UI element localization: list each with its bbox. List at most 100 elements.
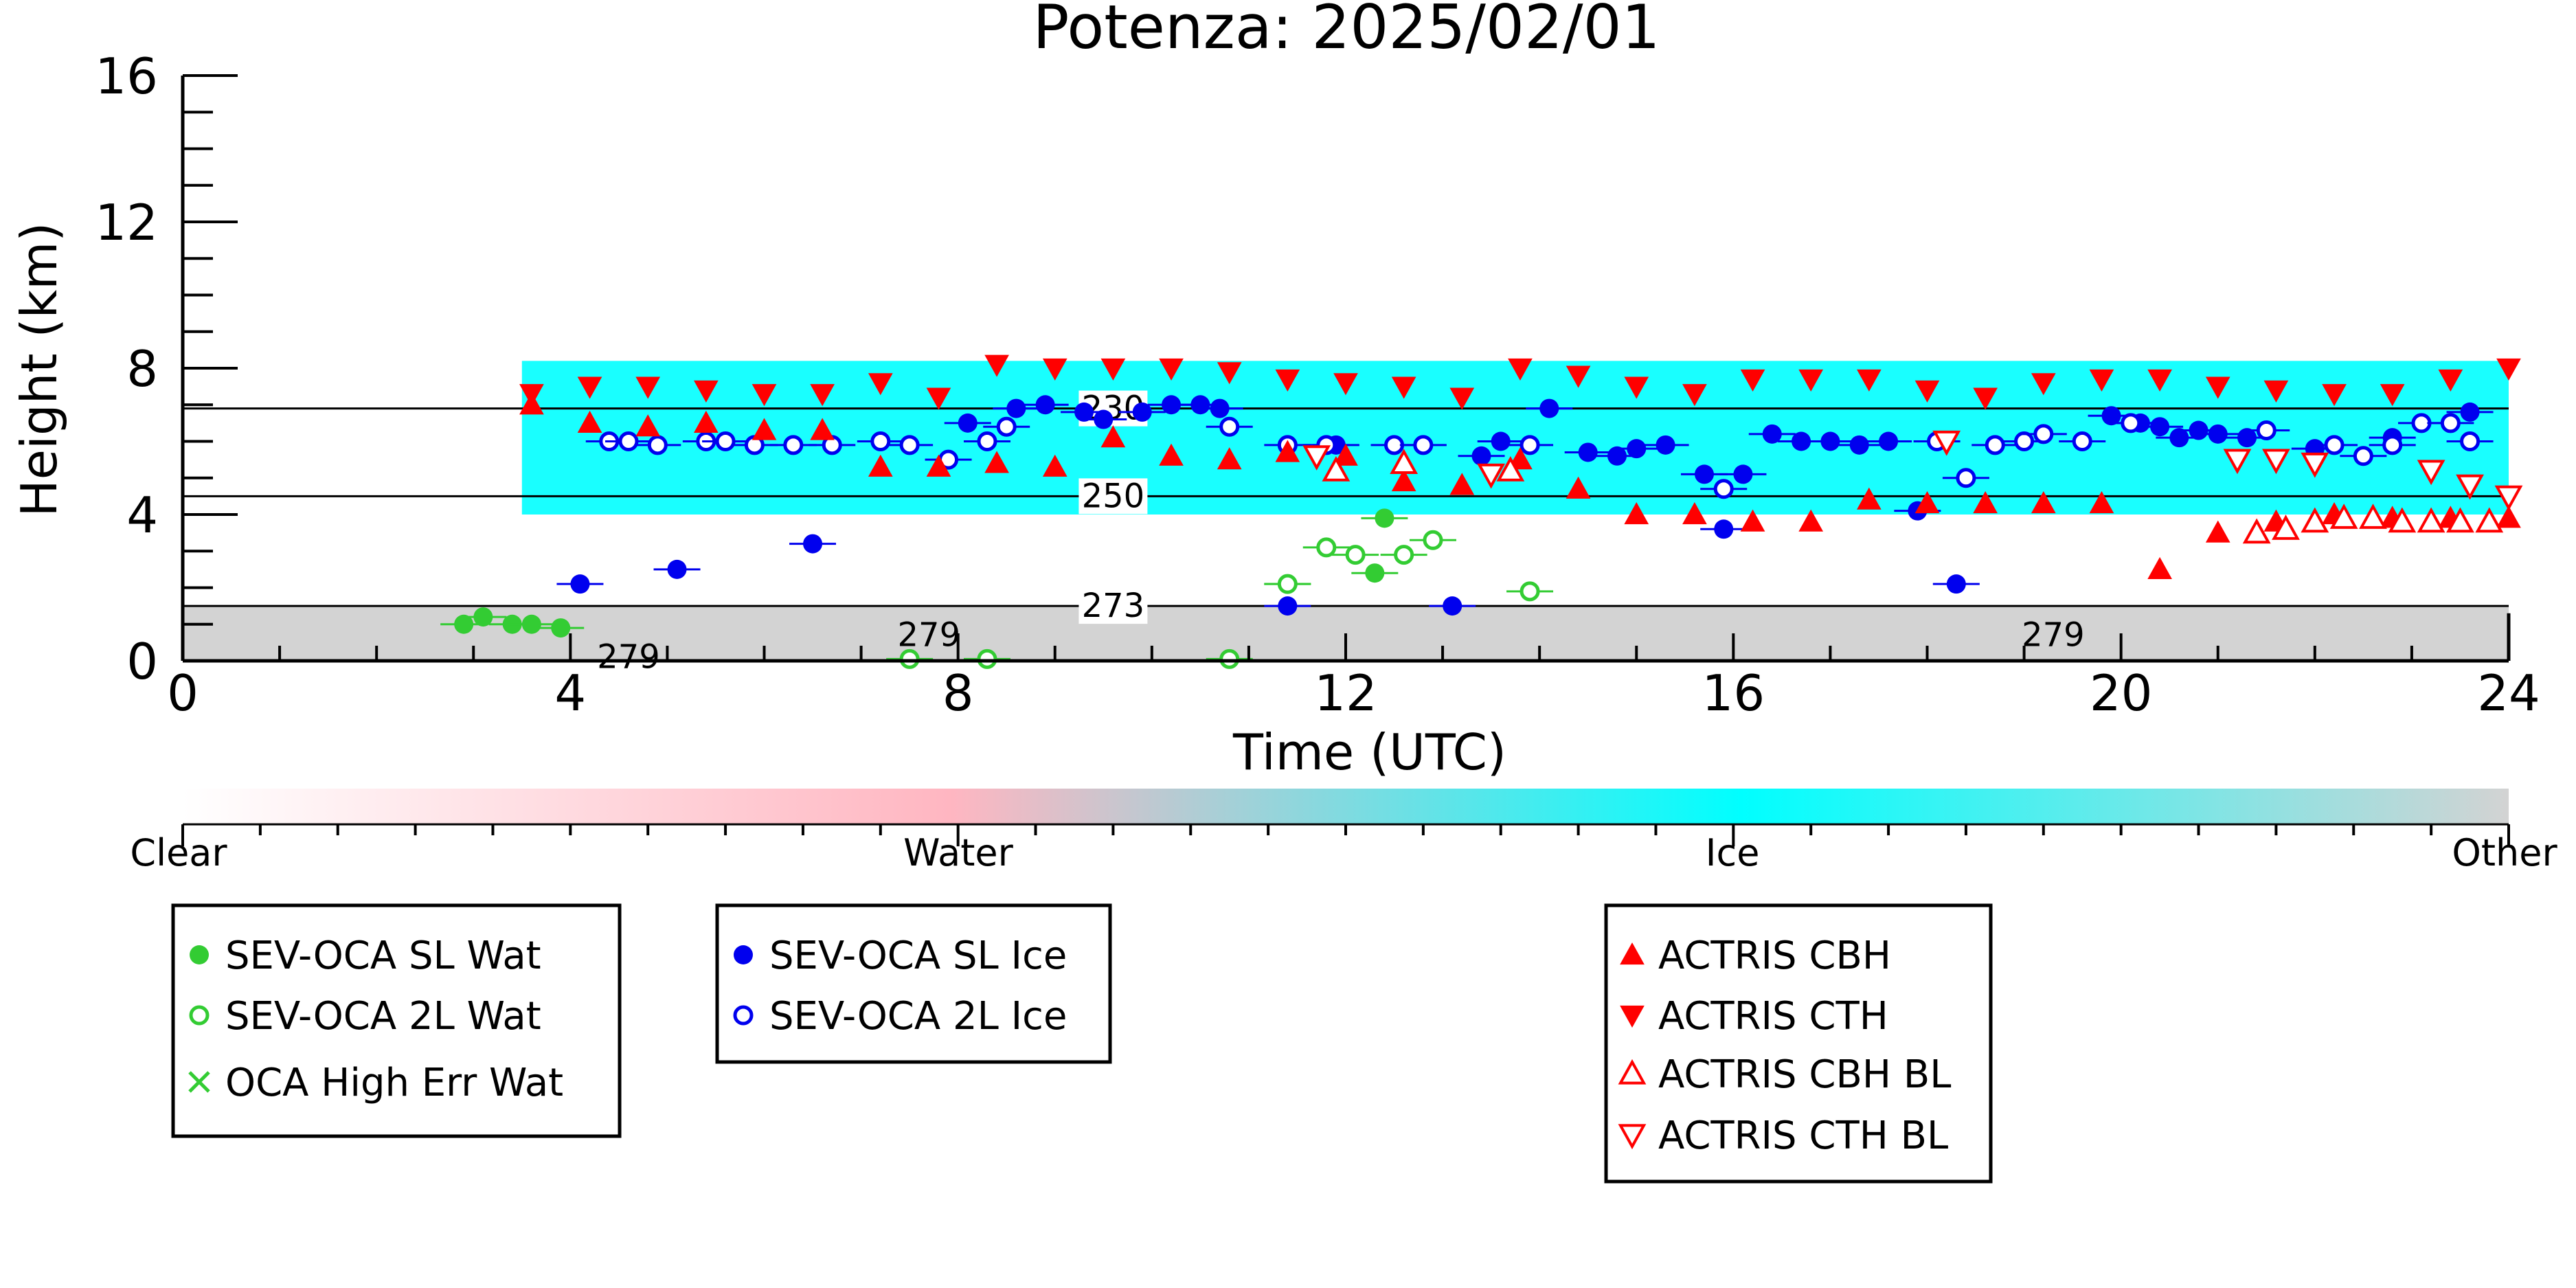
data-point-sev-oca-sl-ice [1278,596,1298,616]
data-point-actris-cbh [752,418,777,440]
legend-marker-actris-cbh [1620,942,1645,965]
data-point-actris-cth [1100,358,1126,381]
data-point-actris-cth [2031,373,2056,396]
data-point-sev-oca-sl-ice [803,534,823,554]
data-point-sev-oca-sl-wat [454,614,474,634]
legend-label-actris-cth: ACTRIS CTH [1658,994,1888,1039]
data-point-actris-cbh-bl [2242,518,2271,544]
data-point-sev-oca-2l-ice [618,431,639,451]
data-point-actris-cbh [1914,490,1940,514]
legend-marker-sev-oca-sl-ice [734,945,753,964]
data-point-sev-oca-2l-wat [1219,648,1240,669]
data-point-actris-cbh [1275,440,1300,462]
colorbar: Clear Water Ice Other [130,789,2557,874]
x-tick-label: 16 [1702,664,1765,722]
data-point-actris-cth-bl [1477,463,1506,489]
data-point-sev-oca-sl-ice [1491,431,1511,451]
colorbar-label-ice: Ice [1706,831,1760,874]
data-point-sev-oca-sl-ice [1762,424,1782,444]
data-point-sev-oca-sl-ice [1820,431,1840,451]
data-point-actris-cbh [694,410,719,433]
data-point-actris-cth [926,387,951,410]
data-point-actris-cth [1973,387,1998,410]
data-point-sev-oca-sl-ice [1471,446,1491,466]
data-point-sev-oca-2l-ice [715,431,736,451]
series-actris-cbh-bl [1322,449,2504,544]
x-tick-label: 12 [1314,664,1377,722]
legend-item-sev-oca-2l-wat: SEV-OCA 2L Wat [189,994,541,1039]
data-point-sev-oca-sl-ice [1074,402,1094,422]
data-point-sev-oca-sl-wat [473,607,493,627]
data-point-sev-oca-2l-ice [783,435,804,455]
x-tick-label: 20 [2090,664,2153,722]
data-point-actris-cbh-bl [2417,507,2445,533]
data-point-actris-cbh [1159,443,1184,466]
series-actris-cth [519,354,2521,410]
colorbar-gradient [183,789,2509,824]
data-point-sev-oca-2l-ice [2014,431,2035,451]
legend-box-ice [715,903,1112,1064]
data-point-sev-oca-2l-ice [1519,435,1540,455]
data-point-actris-cbh-bl [2301,507,2329,533]
data-point-actris-cbh [1740,509,1765,532]
data-point-sev-oca-2l-ice [2353,446,2373,466]
data-point-actris-cbh [2089,490,2114,514]
data-point-sev-oca-sl-ice [1627,439,1647,459]
data-point-sev-oca-2l-ice [2072,431,2092,451]
data-point-actris-cth [2322,384,2347,407]
data-point-actris-cth [1566,365,1591,388]
data-point-actris-cth [2263,380,2289,403]
data-point-sev-oca-sl-ice [1695,464,1715,484]
x-tick-label: 0 [167,664,199,722]
data-point-actris-cth [1217,362,1242,385]
data-point-actris-cth [519,384,544,407]
data-point-sev-oca-2l-ice [2324,435,2345,455]
legend-label-actris-cth-bl: ACTRIS CTH BL [1658,1114,1948,1158]
data-point-sev-oca-2l-ice [2121,413,2141,433]
y-tick-label: 0 [126,633,158,690]
data-point-actris-cth [1333,373,1358,396]
y-tick-label: 4 [126,486,158,544]
y-axis-label: Height (km) [10,223,68,517]
data-point-actris-cth [984,354,1009,377]
data-point-actris-cth-bl [2456,474,2484,500]
legend-marker-sev-oca-2l-ice [733,1005,754,1026]
data-point-actris-cbh-bl [2475,507,2504,533]
x-tick-label: 24 [2477,664,2540,722]
legend-marker-sev-oca-2l-wat [189,1005,210,1026]
legend-label-actris-cbh: ACTRIS CBH [1658,934,1891,978]
data-point-actris-cbh [1566,476,1591,499]
data-point-sev-oca-sl-ice [1443,596,1462,616]
data-point-actris-cth-bl [1302,445,1331,471]
data-point-actris-cbh [635,414,661,437]
legend-label-sev-oca-sl-wat: SEV-OCA SL Wat [225,934,541,978]
legend-box-water [171,903,622,1138]
data-point-actris-cbh-bl [1322,455,1351,482]
data-point-sev-oca-sl-ice [570,574,590,594]
data-point-sev-oca-sl-ice [2150,417,2170,437]
legend-item-actris-cth-bl: ACTRIS CTH BL [1618,1114,1948,1158]
data-point-sev-oca-sl-ice [2169,428,2189,448]
data-point-sev-oca-sl-ice [2208,424,2228,444]
contour-label: 279 [898,616,961,655]
data-point-sev-oca-2l-ice [1413,435,1434,455]
legend-items: SEV-OCA SL Wat SEV-OCA 2L Wat OCA High Err… [188,934,1951,1158]
data-marks [440,354,2523,669]
data-point-actris-cth [1391,376,1416,399]
data-point-sev-oca-sl-ice [2460,402,2480,422]
data-point-actris-cth-bl [2262,449,2290,475]
data-point-sev-oca-sl-ice [1714,519,1734,539]
data-point-sev-oca-sl-ice [1539,398,1559,418]
contour-label: 279 [2022,616,2085,655]
data-point-actris-cbh-bl [2329,504,2358,529]
colorbar-ticks [181,823,2510,846]
contour-label-bg [1078,588,1148,624]
series-sev-oca-sl-ice [556,395,2494,616]
data-point-actris-cbh [1798,509,1824,532]
legend-marker-oca-high-err-wat [188,1071,210,1093]
data-point-actris-cth [1857,369,1882,392]
chart-title: Potenza: 2025/02/01 [1032,0,1660,63]
data-point-actris-cbh-bl [1390,449,1419,475]
contour-label-bg [1078,478,1148,515]
x-axis-label: Time (UTC) [1232,723,1506,781]
